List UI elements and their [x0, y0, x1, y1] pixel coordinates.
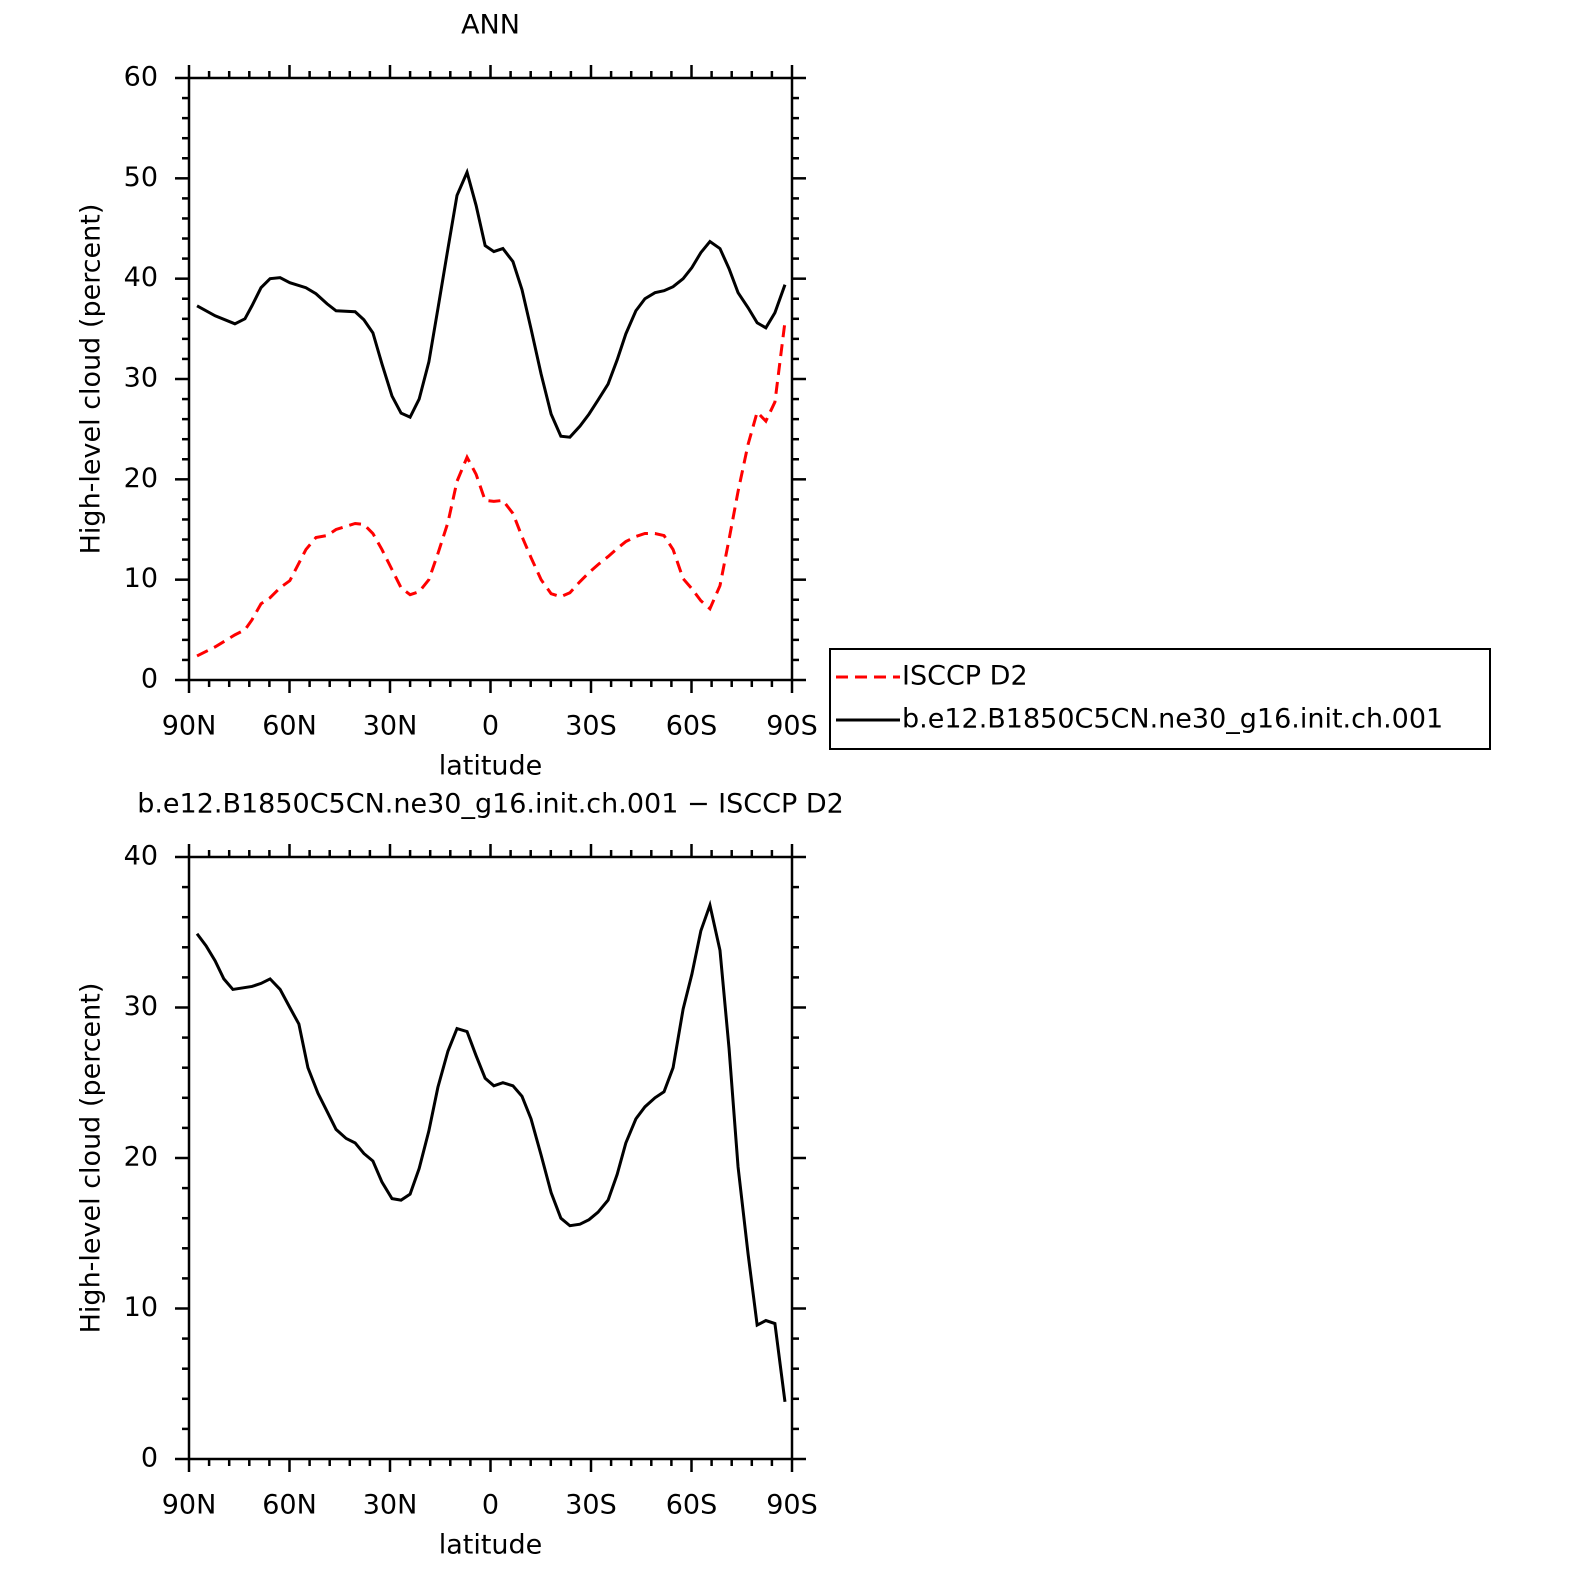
y-tick-label: 20	[124, 463, 158, 494]
x-tick-label: 60N	[262, 1490, 317, 1521]
plot-frame	[187, 76, 794, 682]
y-tick-label: 10	[124, 1292, 158, 1323]
chart-title: b.e12.B1850C5CN.ne30_g16.init.ch.001 − I…	[137, 789, 844, 820]
plot-frame	[187, 855, 794, 1461]
x-tick-label: 30S	[565, 711, 617, 742]
y-tick-label: 30	[124, 991, 158, 1022]
x-tick-label: 90N	[162, 1490, 217, 1521]
y-tick-label: 20	[124, 1142, 158, 1173]
y-tick-label: 50	[124, 162, 158, 193]
chart-title: ANN	[461, 10, 520, 41]
x-tick-label: 0	[482, 711, 499, 742]
legend-label: b.e12.B1850C5CN.ne30_g16.init.ch.001	[902, 704, 1443, 735]
y-tick-label: 40	[124, 841, 158, 872]
y-axis-label: High-level cloud (percent)	[76, 204, 107, 555]
x-tick-label: 60S	[666, 711, 718, 742]
data-line	[196, 167, 787, 439]
x-tick-label: 60S	[666, 1490, 718, 1521]
legend-label: ISCCP D2	[902, 661, 1028, 692]
x-tick-label: 90S	[766, 1490, 818, 1521]
x-tick-label: 30N	[363, 711, 418, 742]
legend-box	[829, 648, 1491, 750]
x-tick-label: 30N	[363, 1490, 418, 1521]
x-axis-label: latitude	[439, 1530, 543, 1561]
data-line	[196, 321, 787, 658]
y-tick-label: 60	[124, 62, 158, 93]
data-line	[195, 899, 787, 1403]
x-tick-label: 30S	[565, 1490, 617, 1521]
y-tick-label: 0	[141, 664, 158, 695]
y-tick-label: 30	[124, 363, 158, 394]
x-axis-label: latitude	[439, 751, 543, 782]
x-tick-label: 90S	[766, 711, 818, 742]
x-tick-label: 0	[482, 1490, 499, 1521]
y-tick-label: 40	[124, 262, 158, 293]
y-tick-label: 10	[124, 563, 158, 594]
x-tick-label: 90N	[162, 711, 217, 742]
y-tick-label: 0	[141, 1443, 158, 1474]
x-tick-label: 60N	[262, 711, 317, 742]
y-axis-label: High-level cloud (percent)	[76, 983, 107, 1334]
